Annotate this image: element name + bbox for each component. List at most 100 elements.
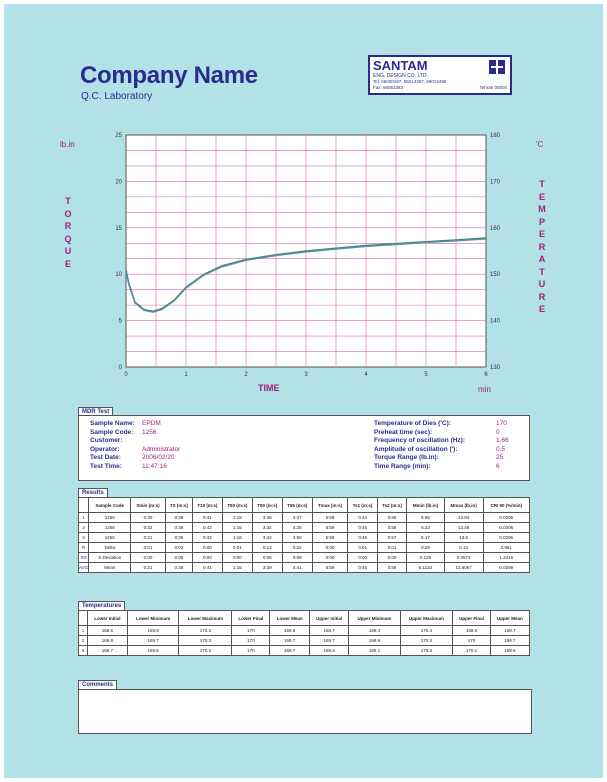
column-header: Upper Maximum xyxy=(399,610,454,626)
column-header: Upper Final xyxy=(452,610,491,626)
table-cell: 0:00 xyxy=(311,552,349,563)
table-cell: 0:00 xyxy=(164,552,193,563)
axis-title-letter: T xyxy=(539,266,545,277)
table-cell: 0:00 xyxy=(130,552,166,563)
column-header: Tmax (m:s) xyxy=(311,497,349,513)
table-cell: 1:16 xyxy=(221,532,253,543)
table-cell: 0:44 xyxy=(347,512,378,523)
table-cell: 169.7 xyxy=(269,635,310,646)
mdr-field-value: 11:47:16 xyxy=(142,462,167,470)
mdr-field-value: EPDM xyxy=(142,420,161,427)
results-row: 3 1256 0:21 0:36 0:42 1:16 3:42 4:50 5:59 0:46 0:5… xyxy=(77,532,531,543)
table-cell: 0:36 xyxy=(164,532,193,543)
mdr-field: Operator: Administrator xyxy=(90,445,180,453)
mdr-field-key: Frequency of oscillation (Hz): xyxy=(374,437,466,444)
x-tick-label: 6 xyxy=(484,372,488,378)
axis-title-letter: T xyxy=(539,179,545,189)
table-cell: 4:47 xyxy=(281,512,313,523)
y-right-tick-label: 170 xyxy=(490,179,501,185)
table-cell: 1256 xyxy=(88,512,132,523)
table-cell: 1:15 xyxy=(221,512,253,523)
mdr-tab[interactable]: MDR Test xyxy=(78,407,114,416)
axis-title-letter: E xyxy=(538,191,545,202)
table-cell: 13.6 xyxy=(443,532,484,543)
table-cell: 1 xyxy=(78,625,88,636)
table-cell: 170 xyxy=(452,635,491,646)
temperature-unit-label: 'C xyxy=(536,140,544,149)
table-cell: 0:22 xyxy=(281,542,313,553)
x-tick-label: 0 xyxy=(124,372,128,378)
mdr-field-key: Sample Name: xyxy=(90,420,135,427)
table-cell: 0:45 xyxy=(347,562,378,573)
axis-title-letter: R xyxy=(64,221,72,231)
table-cell: 0:56 xyxy=(376,522,408,533)
results-tab[interactable]: Results xyxy=(78,488,108,497)
table-cell: 2.961 xyxy=(482,542,531,553)
lab-name: Q.C. Laboratory xyxy=(81,91,153,102)
table-cell: 5:59 xyxy=(311,522,349,533)
results-row: 1 1256 0:30 0:36 0:41 1:15 3:46 4:47 5:59 0:44 0:5… xyxy=(77,512,531,523)
mdr-field: Sample Name: EPDM xyxy=(90,420,161,427)
table-cell: 3 xyxy=(78,645,88,656)
table-cell: 0:46 xyxy=(347,532,378,543)
table-cell: 2 xyxy=(78,635,88,646)
table-header-row: Sample Code Smin (m:s) TS (m:s) T10 (m:s) T5… xyxy=(77,497,531,513)
table-cell: 1:15 xyxy=(221,522,253,533)
axis-title-letter: E xyxy=(64,258,71,269)
y-right-tick-label: 160 xyxy=(490,226,501,232)
y-right-tick-label: 150 xyxy=(490,272,501,278)
table-cell: 169.7 xyxy=(489,635,531,646)
temperatures-row: 3 169.7 169.6 170.3 170 169.7 169.4 169.1 170.3 1… xyxy=(78,645,531,656)
mdr-field-key: Operator: xyxy=(90,445,120,453)
table-cell: 3:32 xyxy=(251,522,283,533)
table-cell: 169.6 xyxy=(269,625,310,636)
table-cell: 0:00 xyxy=(191,542,223,553)
time-axis-title: TIME xyxy=(258,383,280,393)
table-cell: 170.1 xyxy=(452,645,491,656)
table-cell: 169.9 xyxy=(126,625,180,636)
x-tick-label: 3 xyxy=(304,372,308,378)
column-header: T10 (m:s) xyxy=(191,497,223,513)
y-right-tick-label: 180 xyxy=(490,133,501,139)
comments-tab[interactable]: Comments xyxy=(78,680,118,689)
mdr-field-key: Time Range (min): xyxy=(374,462,431,470)
results-row: AVG Mean 0:21 0:35 0:41 1:15 3:39 4:41 5:59 0:45 0… xyxy=(77,562,531,573)
column-header: Lower Minimum xyxy=(126,610,180,626)
column-header xyxy=(77,497,90,513)
table-cell: 0.14 xyxy=(443,542,484,553)
axis-title-letter: M xyxy=(538,204,546,214)
table-cell: 3:39 xyxy=(251,562,283,573)
column-header: T50 (m:s) xyxy=(221,497,253,513)
mdr-field: Amplitude of oscillation ('): 0.5 xyxy=(374,446,505,453)
table-cell: 0:01 xyxy=(221,542,253,553)
y-left-tick-label: 0 xyxy=(119,365,123,371)
table-cell: 3 xyxy=(77,532,90,543)
table-cell: 169.4 xyxy=(348,625,401,636)
column-header: T90 (m:s) xyxy=(251,497,283,513)
mdr-field: Sample Code: 1256 xyxy=(90,429,156,436)
table-cell: 0:56 xyxy=(376,512,408,523)
results-row: SD S.Deviation 0:00 0:00 0:00 0:00 0:05 0:09 0:0… xyxy=(77,552,531,563)
mdr-field: Customer: xyxy=(90,437,123,444)
mdr-field-key: Test Time: xyxy=(90,462,122,470)
mdr-field-key: Test Date: xyxy=(90,454,121,461)
temperatures-tab[interactable]: Temperatures xyxy=(78,601,126,610)
axis-title-letter: U xyxy=(64,246,72,256)
mdr-field-value: 2006/02/20 xyxy=(142,454,175,461)
table-cell: 1 xyxy=(77,512,90,523)
table-cell: 0.29 xyxy=(406,542,445,553)
axis-title-letter: P xyxy=(538,216,545,227)
table-cell: 169.6 xyxy=(126,645,180,656)
axis-title-letter: A xyxy=(538,254,546,264)
table-cell: 170.3 xyxy=(399,645,454,656)
table-cell: R xyxy=(77,542,90,553)
table-cell: 2 xyxy=(77,522,90,533)
table-cell: 0:21 xyxy=(130,532,166,543)
table-cell: 0:09 xyxy=(281,552,313,563)
table-cell: 0:30 xyxy=(130,512,166,523)
table-cell: 6.17 xyxy=(406,532,445,543)
comments-box[interactable] xyxy=(78,689,532,734)
mdr-field-key: Temperature of Dies ('C): xyxy=(374,420,451,427)
table-cell: 0:00 xyxy=(347,552,378,563)
table-cell: 170.3 xyxy=(178,645,233,656)
